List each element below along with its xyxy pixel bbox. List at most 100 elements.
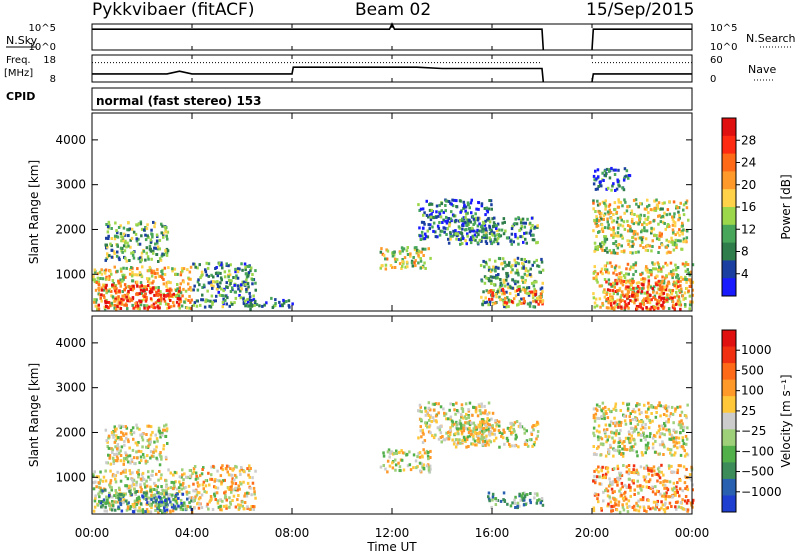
echo-cell [188,294,191,298]
echo-cell [223,491,226,495]
echo-cell [135,280,139,284]
echo-cell [659,492,662,496]
echo-cell [597,465,600,469]
echo-cell [209,477,212,481]
echo-cell [424,409,427,413]
echo-cell [612,226,615,230]
echo-cell [483,301,487,305]
echo-cell [476,414,480,418]
echo-cell [540,257,543,261]
echo-cell [454,432,457,436]
echo-cell [472,217,476,221]
echo-cell [530,233,533,237]
echo-cell [156,305,159,309]
echo-cell [651,208,654,212]
echo-cell [664,494,668,498]
echo-cell [220,480,223,484]
echo-cell [631,244,634,248]
echo-cell [511,224,514,228]
echo-cell [613,173,617,176]
echo-cell [663,406,667,410]
echo-cell [663,492,666,496]
echo-cell [455,199,458,203]
echo-cell [604,207,607,211]
echo-cell [452,442,456,446]
echo-cell [603,415,606,419]
echo-cell [193,284,196,288]
echo-cell [627,436,630,440]
echo-cell [169,281,172,285]
colorbar-swatch [722,135,736,155]
echo-cell [690,476,693,480]
echo-cell [503,300,507,304]
echo-cell [449,428,452,432]
echo-cell [386,450,390,454]
echo-cell [643,207,647,211]
echo-cell [421,428,424,432]
echo-cell [459,238,462,242]
echo-cell [511,444,514,448]
echo-cell [209,495,213,498]
echo-cell [93,300,96,304]
echo-cell [229,500,232,504]
echo-cell [525,286,529,290]
echo-cell [520,494,523,498]
colorbar-swatch [722,363,736,381]
echo-cell [158,306,161,310]
echo-cell [413,261,416,265]
echo-cell [423,261,426,265]
echo-cell [206,502,209,506]
time-axis-label: Time UT [366,540,417,554]
line-series-frequency-0 [92,66,545,83]
echo-cell [463,438,466,442]
echo-cell [507,305,510,309]
echo-cell [650,467,654,471]
echo-cell [487,207,491,211]
echo-cell [117,300,120,304]
echo-cell [659,279,663,283]
echo-cell [685,437,689,441]
echo-cell [611,480,615,484]
echo-cell [619,471,623,475]
echo-cell [430,202,434,206]
echo-cell [159,293,163,297]
echo-cell [631,506,634,509]
echo-cell [165,491,168,495]
echo-cell [488,439,491,443]
echo-cell [123,288,126,292]
echo-cell [250,304,254,308]
echo-cell [522,297,526,301]
echo-cell [164,249,167,253]
echo-cell [471,413,474,417]
echo-cell [207,471,210,475]
echo-cell [507,286,510,290]
echo-cell [517,445,520,449]
echo-cell [681,221,684,225]
echo-cell [139,220,143,224]
echo-cell [669,289,672,293]
echo-cell [509,299,512,303]
echo-cell [96,276,100,280]
echo-cell [684,296,687,300]
echo-cell [622,508,626,512]
echo-cell [405,452,409,456]
echo-cell [501,221,504,225]
echo-cell [201,483,205,487]
echo-cell [683,264,687,268]
echo-cell [489,275,493,279]
echo-cell [472,229,476,233]
echo-cell [245,287,248,291]
echo-cell [265,301,268,305]
echo-cell [658,424,661,428]
echo-cell [620,481,624,485]
echo-cell [167,306,171,310]
echo-cell [593,434,596,438]
echo-cell [429,223,432,227]
echo-cell [145,494,149,497]
echo-cell [606,504,609,508]
echo-cell [110,255,114,259]
echo-cell [454,229,457,233]
echo-cell [424,247,427,251]
echo-cell [494,259,497,263]
echo-cell [597,500,600,504]
